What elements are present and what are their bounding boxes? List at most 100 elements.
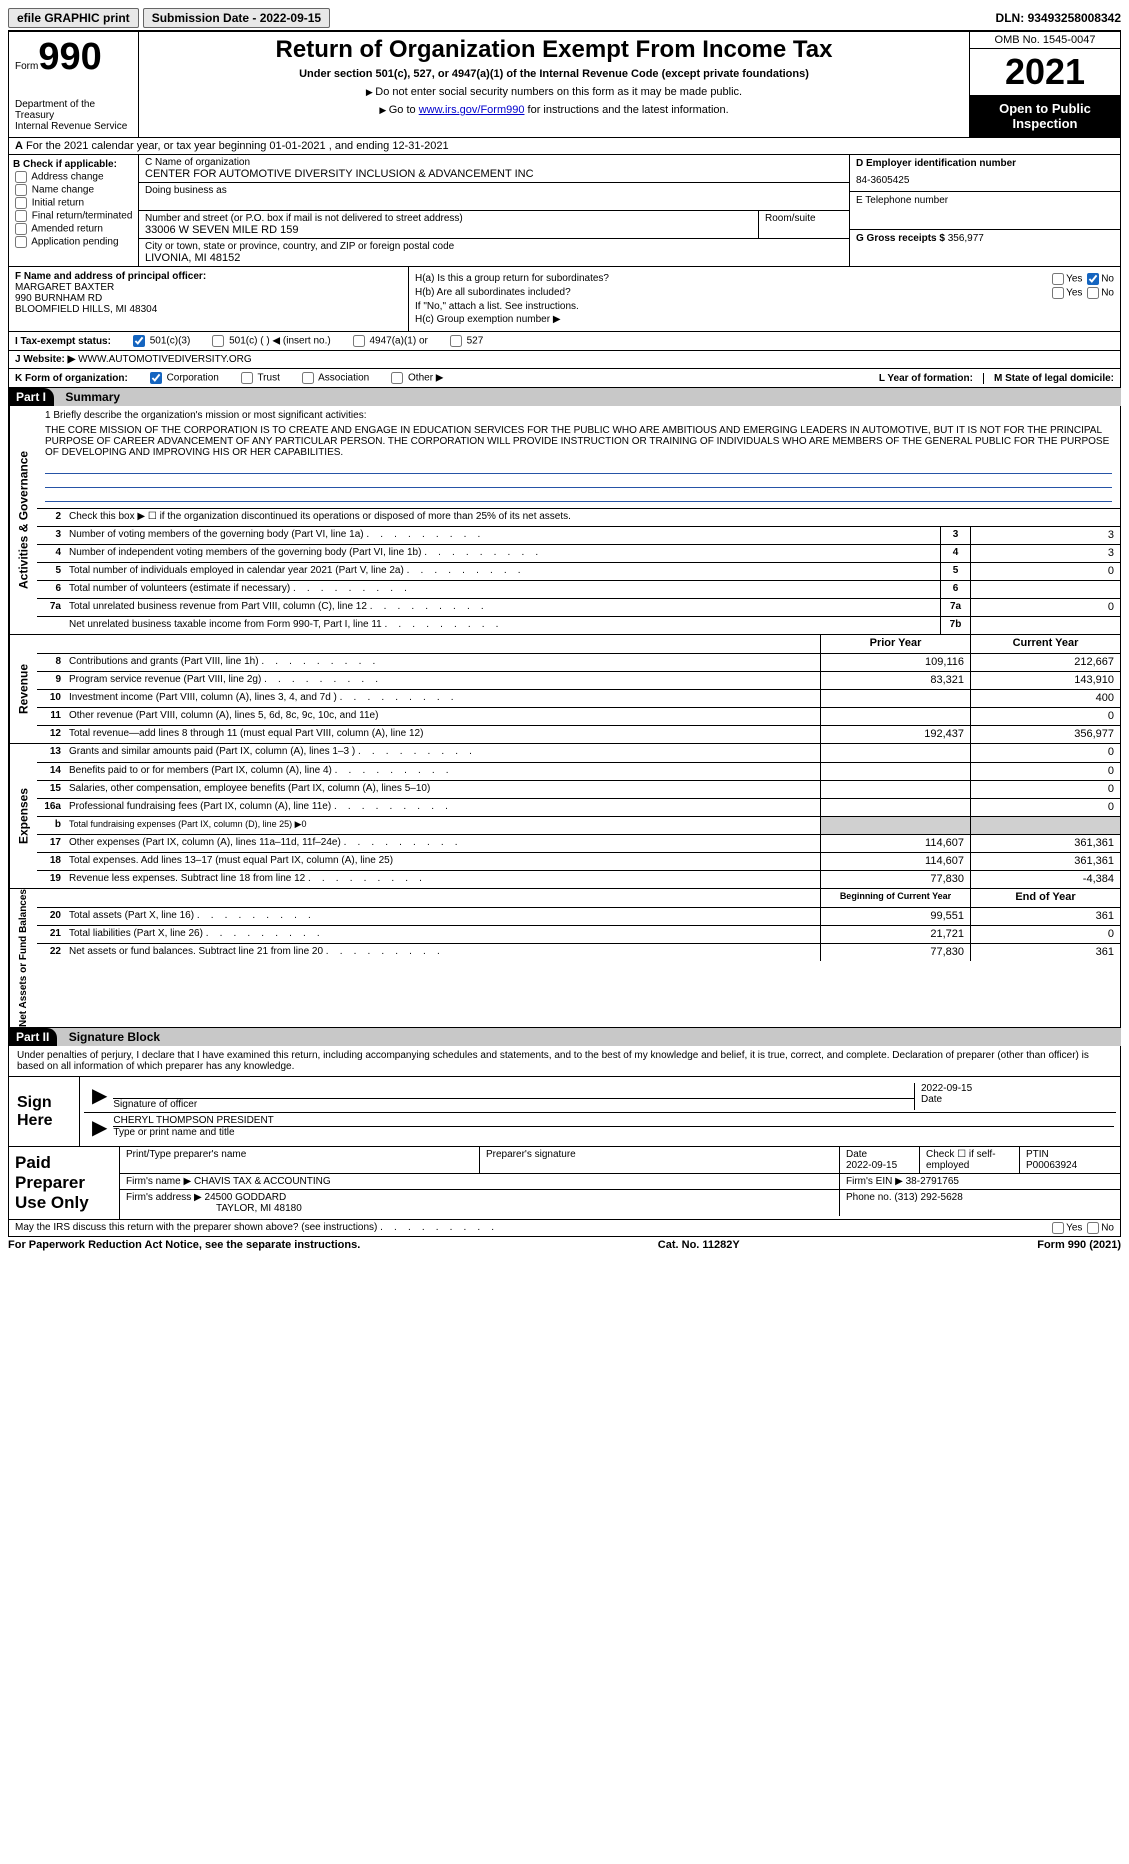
p9: 83,321: [820, 672, 970, 689]
chk-initial-return[interactable]: Initial return: [13, 197, 134, 209]
val-7b: [970, 617, 1120, 634]
c10: 400: [970, 690, 1120, 707]
chk-501c3[interactable]: [133, 335, 145, 347]
chk-other[interactable]: [391, 372, 403, 384]
chk-4947[interactable]: [353, 335, 365, 347]
form-word: Form: [15, 61, 38, 72]
inst2-post: for instructions and the latest informat…: [524, 104, 728, 116]
row-a-prefix: A: [15, 140, 23, 152]
line-13: Grants and similar amounts paid (Part IX…: [65, 744, 820, 762]
discuss-no-lbl: No: [1101, 1223, 1114, 1234]
ein-label: Firm's EIN ▶: [846, 1176, 903, 1187]
ha-yes[interactable]: [1052, 273, 1064, 285]
prep-date: 2022-09-15: [846, 1160, 897, 1171]
col-right: D Employer identification number 84-3605…: [850, 155, 1120, 266]
dept-treasury: Department of the Treasury: [15, 99, 132, 121]
dln-value: 93493258008342: [1028, 11, 1121, 25]
box-b-label: B Check if applicable:: [13, 159, 134, 170]
discuss-no[interactable]: [1087, 1222, 1099, 1234]
opt-initial: Initial return: [32, 198, 84, 209]
line-14: Benefits paid to or for members (Part IX…: [65, 763, 820, 780]
line-19: Revenue less expenses. Subtract line 18 …: [65, 871, 820, 888]
omb-number: OMB No. 1545-0047: [970, 32, 1120, 49]
mission-block: 1 Briefly describe the organization's mi…: [37, 406, 1120, 508]
dln-label: DLN:: [996, 11, 1025, 25]
val-7a: 0: [970, 599, 1120, 616]
firm-label: Firm's name ▶: [126, 1176, 191, 1187]
side-rev: Revenue: [9, 635, 37, 743]
chk-application-pending[interactable]: Application pending: [13, 236, 134, 248]
form-header: Form990 Department of the Treasury Inter…: [8, 32, 1121, 138]
line-8: Contributions and grants (Part VIII, lin…: [65, 654, 820, 671]
chk-trust[interactable]: [241, 372, 253, 384]
tax-year: 2021: [970, 49, 1120, 95]
header-right: OMB No. 1545-0047 2021 Open to Public In…: [970, 32, 1120, 137]
efile-print-button[interactable]: efile GRAPHIC print: [8, 8, 139, 28]
form-subtitle: Under section 501(c), 527, or 4947(a)(1)…: [143, 68, 965, 80]
sig-mid: ▶ Signature of officer 2022-09-15 Date ▶…: [79, 1077, 1120, 1146]
p18: 114,607: [820, 853, 970, 870]
firm-phone: (313) 292-5628: [894, 1192, 962, 1203]
opt-corp: Corporation: [167, 373, 219, 384]
discuss-yes-lbl: Yes: [1066, 1223, 1082, 1234]
line-12: Total revenue—add lines 8 through 11 (mu…: [65, 726, 820, 743]
submission-date-button[interactable]: Submission Date - 2022-09-15: [143, 8, 330, 28]
officer-addr1: 990 BURNHAM RD: [15, 293, 102, 304]
val-4: 3: [970, 545, 1120, 562]
part1-hdr: Part I: [8, 388, 54, 406]
officer-name-title: CHERYL THOMPSON PRESIDENT: [113, 1115, 1114, 1127]
chk-527[interactable]: [450, 335, 462, 347]
line-4: Number of independent voting members of …: [65, 545, 940, 562]
header-mid: Return of Organization Exempt From Incom…: [139, 32, 970, 137]
activities-governance: Activities & Governance 1 Briefly descri…: [8, 406, 1121, 635]
c13: 0: [970, 744, 1120, 762]
chk-association[interactable]: [302, 372, 314, 384]
sig-date-label: Date: [921, 1094, 1114, 1105]
hb-no[interactable]: [1087, 287, 1099, 299]
revenue-section: Revenue Prior YearCurrent Year 8Contribu…: [8, 635, 1121, 744]
hb-label: H(b) Are all subordinates included?: [415, 287, 571, 299]
form-number: Form990: [15, 36, 132, 79]
opt-final: Final return/terminated: [32, 211, 133, 222]
line-3: Number of voting members of the governin…: [65, 527, 940, 544]
chk-amended-return[interactable]: Amended return: [13, 223, 134, 235]
chk-corporation[interactable]: [150, 372, 162, 384]
chk-address-change[interactable]: Address change: [13, 171, 134, 183]
discuss-yes[interactable]: [1052, 1222, 1064, 1234]
ha-label: H(a) Is this a group return for subordin…: [415, 273, 609, 285]
arrow-icon: ▶: [86, 1083, 113, 1110]
no-2: No: [1101, 288, 1114, 299]
mission-label: 1 Briefly describe the organization's mi…: [45, 410, 1112, 421]
c9: 143,910: [970, 672, 1120, 689]
block-fh: F Name and address of principal officer:…: [8, 267, 1121, 332]
hb-yes[interactable]: [1052, 287, 1064, 299]
g-label: G Gross receipts $: [856, 233, 945, 244]
p16a: [820, 799, 970, 816]
city-label: City or town, state or province, country…: [145, 241, 843, 252]
p17: 114,607: [820, 835, 970, 852]
ein-value: 84-3605425: [856, 175, 1114, 186]
line-18: Total expenses. Add lines 13–17 (must eq…: [65, 853, 820, 870]
line-6: Total number of volunteers (estimate if …: [65, 581, 940, 598]
part1-title: Summary: [57, 388, 128, 406]
ha-no[interactable]: [1087, 273, 1099, 285]
p12: 192,437: [820, 726, 970, 743]
opt-527: 527: [467, 336, 484, 347]
part2-bar: Part II Signature Block: [8, 1028, 1121, 1046]
arrow-icon-2: ▶: [86, 1115, 113, 1140]
sig-declaration: Under penalties of perjury, I declare th…: [9, 1046, 1120, 1076]
box-c: C Name of organization CENTER FOR AUTOMO…: [139, 155, 850, 266]
row-a: A For the 2021 calendar year, or tax yea…: [8, 138, 1121, 155]
no-1: No: [1101, 274, 1114, 285]
opt-501c: 501(c) ( ) ◀ (insert no.): [229, 336, 331, 347]
irs-link[interactable]: www.irs.gov/Form990: [419, 104, 525, 116]
p8: 109,116: [820, 654, 970, 671]
chk-final-return[interactable]: Final return/terminated: [13, 210, 134, 222]
side-exp: Expenses: [9, 744, 37, 888]
row-a-text: For the 2021 calendar year, or tax year …: [26, 140, 449, 152]
chk-name-change[interactable]: Name change: [13, 184, 134, 196]
prep-h2: Preparer's signature: [480, 1147, 840, 1173]
b22: 77,830: [820, 944, 970, 961]
line-15: Salaries, other compensation, employee b…: [65, 781, 820, 798]
chk-501c[interactable]: [212, 335, 224, 347]
